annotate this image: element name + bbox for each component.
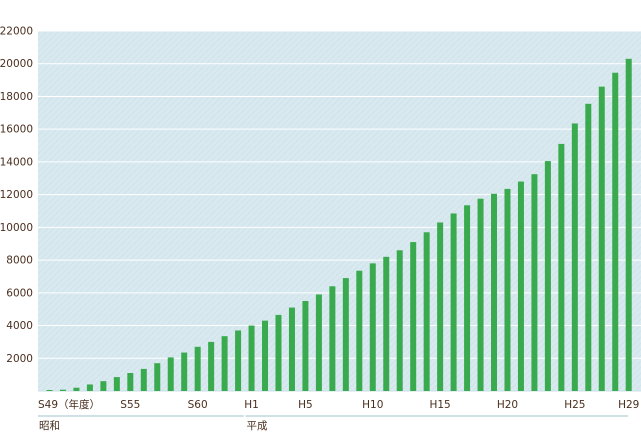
y-tick-label: 12000 xyxy=(0,189,33,201)
y-tick-label: 22000 xyxy=(0,26,33,38)
bar-S56 xyxy=(140,368,147,391)
y-tick-label: 20000 xyxy=(0,58,33,70)
bar-H22 xyxy=(531,174,538,391)
x-tick-label: H25 xyxy=(564,399,585,411)
bar-S62 xyxy=(221,336,228,391)
bar-H26 xyxy=(585,103,592,392)
bar-H24 xyxy=(558,143,565,391)
x-tick-label: S60 xyxy=(188,399,208,411)
bar-H23 xyxy=(544,161,551,391)
bar-H19 xyxy=(491,193,498,391)
bar-S54 xyxy=(113,377,120,391)
y-tick-label: 6000 xyxy=(6,287,33,299)
bar-H14 xyxy=(423,232,430,391)
bar-S63 xyxy=(235,330,242,391)
x-tick-label: H29 xyxy=(618,399,639,411)
bar-H2 xyxy=(262,320,269,391)
bar-S61 xyxy=(208,341,215,391)
bar-S60 xyxy=(194,346,201,391)
bar-S53 xyxy=(100,381,107,391)
bar-H29 xyxy=(625,58,632,392)
bar-S50 xyxy=(59,389,66,391)
x-tick-label: H1 xyxy=(244,399,259,411)
plot-area xyxy=(38,31,641,391)
x-tick-label: H5 xyxy=(298,399,313,411)
y-tick-label: 14000 xyxy=(0,156,33,168)
bar-H12 xyxy=(396,250,403,391)
bar-H13 xyxy=(410,242,417,391)
bar-H10 xyxy=(369,263,376,391)
y-tick-label: 4000 xyxy=(6,320,33,332)
bar-S51 xyxy=(73,387,80,391)
x-tick-label: H20 xyxy=(497,399,518,411)
bar-H20 xyxy=(504,188,511,391)
bar-H8 xyxy=(342,278,349,391)
bar-H3 xyxy=(275,314,282,391)
bar-H17 xyxy=(464,205,471,391)
x-tick-label: H10 xyxy=(362,399,383,411)
era-label: 平成 xyxy=(247,420,268,432)
bar-H16 xyxy=(450,213,457,391)
bar-H7 xyxy=(329,286,336,391)
bar-H1 xyxy=(248,325,255,391)
bar-S49 xyxy=(46,390,53,391)
y-tick-label: 10000 xyxy=(0,222,33,234)
bar-H6 xyxy=(315,294,322,391)
y-tick-label: 8000 xyxy=(6,255,33,267)
x-tick-label: S55 xyxy=(120,399,140,411)
bar-H4 xyxy=(288,307,295,391)
bar-H11 xyxy=(383,256,390,391)
bar-S55 xyxy=(127,373,134,391)
bar-H27 xyxy=(598,86,605,392)
bar-H21 xyxy=(517,181,524,391)
bar-S57 xyxy=(154,363,161,391)
era-label: 昭和 xyxy=(39,420,60,432)
bar-H28 xyxy=(612,72,619,392)
bar-H15 xyxy=(437,222,444,391)
bar-H5 xyxy=(302,301,309,391)
y-tick-label: 2000 xyxy=(6,353,33,365)
x-tick-label: H15 xyxy=(429,399,450,411)
y-tick-label: 18000 xyxy=(0,91,33,103)
bar-S59 xyxy=(181,352,188,391)
bar-H18 xyxy=(477,198,484,391)
x-tick-label: S49（年度） xyxy=(38,398,100,411)
bar-H25 xyxy=(571,123,578,392)
bar-H9 xyxy=(356,270,363,391)
y-tick-label: 16000 xyxy=(0,124,33,136)
bar-S58 xyxy=(167,357,174,391)
bar-S52 xyxy=(86,384,93,391)
